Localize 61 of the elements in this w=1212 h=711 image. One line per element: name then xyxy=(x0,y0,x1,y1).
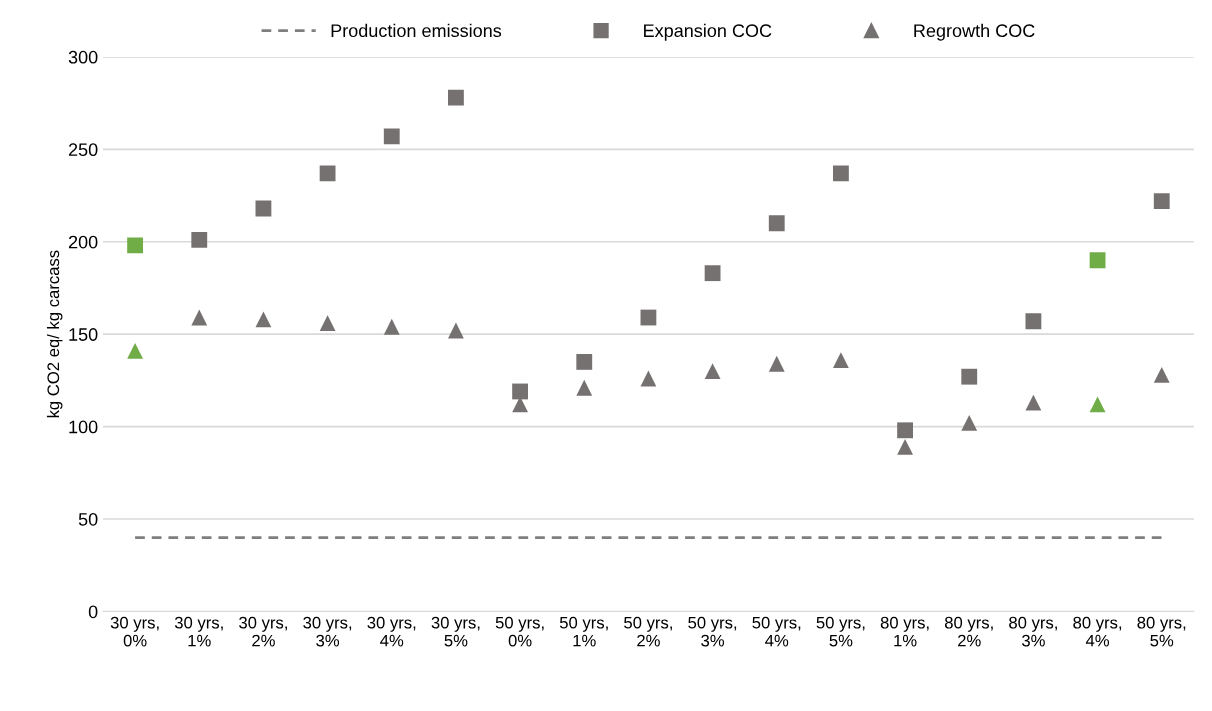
point xyxy=(1153,366,1170,383)
point xyxy=(640,309,657,326)
point xyxy=(833,165,849,182)
point xyxy=(1153,193,1170,209)
point xyxy=(704,265,721,282)
point xyxy=(1025,313,1042,330)
point xyxy=(1025,394,1042,411)
x-tick-label: 50 yrs, 2% xyxy=(624,616,672,647)
y-tick-label: 50 xyxy=(78,512,98,526)
point xyxy=(576,379,593,396)
x-tick-label: 80 yrs, 5% xyxy=(1137,616,1186,647)
point xyxy=(640,370,657,387)
point xyxy=(383,318,400,335)
point xyxy=(383,128,400,145)
y-tick-label: 250 xyxy=(68,143,98,157)
x-tick-label: 80 yrs, 4% xyxy=(1073,616,1122,647)
point xyxy=(961,368,978,385)
y-tick-label: 100 xyxy=(69,420,98,434)
point xyxy=(897,422,913,439)
x-tick-label: 30 yrs, 0% xyxy=(110,616,159,647)
point xyxy=(833,352,849,368)
legend-label: Regrowth COC xyxy=(914,23,1035,41)
y-tick-label: 200 xyxy=(68,235,98,249)
x-tick-label: 30 yrs, 2% xyxy=(239,616,287,647)
x-tick-label: 30 yrs, 4% xyxy=(367,616,416,647)
x-tick-label: 50 yrs, 5% xyxy=(816,616,865,647)
point xyxy=(448,89,464,106)
y-tick-label: 0 xyxy=(88,605,98,619)
x-tick-label: 80 yrs, 2% xyxy=(944,616,993,647)
legend-label: Production emissions xyxy=(331,23,502,38)
point xyxy=(576,353,593,370)
point xyxy=(127,342,144,359)
point xyxy=(768,215,785,232)
y-tick-label: 150 xyxy=(69,328,98,341)
point xyxy=(319,315,336,331)
point xyxy=(127,237,144,254)
point xyxy=(1089,396,1106,413)
point xyxy=(255,311,272,328)
point xyxy=(448,322,464,339)
point xyxy=(1089,252,1106,269)
point xyxy=(512,383,529,400)
point xyxy=(704,363,721,380)
x-tick-label: 80 yrs, 1% xyxy=(880,616,929,647)
point xyxy=(961,414,978,431)
point xyxy=(255,200,272,217)
x-tick-label: 30 yrs, 5% xyxy=(431,616,480,647)
x-tick-label: 30 yrs, 3% xyxy=(303,616,352,647)
point xyxy=(191,231,208,248)
point xyxy=(897,439,913,455)
x-tick-label: 50 yrs, 4% xyxy=(752,616,801,647)
point xyxy=(191,309,208,326)
x-tick-label: 80 yrs, 3% xyxy=(1009,616,1057,647)
legend-label: Expansion COC xyxy=(644,23,772,41)
x-tick-label: 30 yrs, 1% xyxy=(174,616,223,647)
point xyxy=(319,165,336,182)
x-tick-label: 50 yrs, 0% xyxy=(495,616,544,647)
point xyxy=(768,355,785,372)
y-axis-title: kg CO2 eq/ kg carcass xyxy=(46,250,63,418)
x-tick-label: 50 yrs, 3% xyxy=(688,616,737,647)
y-tick-label: 300 xyxy=(68,50,98,64)
x-tick-label: 50 yrs, 1% xyxy=(559,616,608,647)
